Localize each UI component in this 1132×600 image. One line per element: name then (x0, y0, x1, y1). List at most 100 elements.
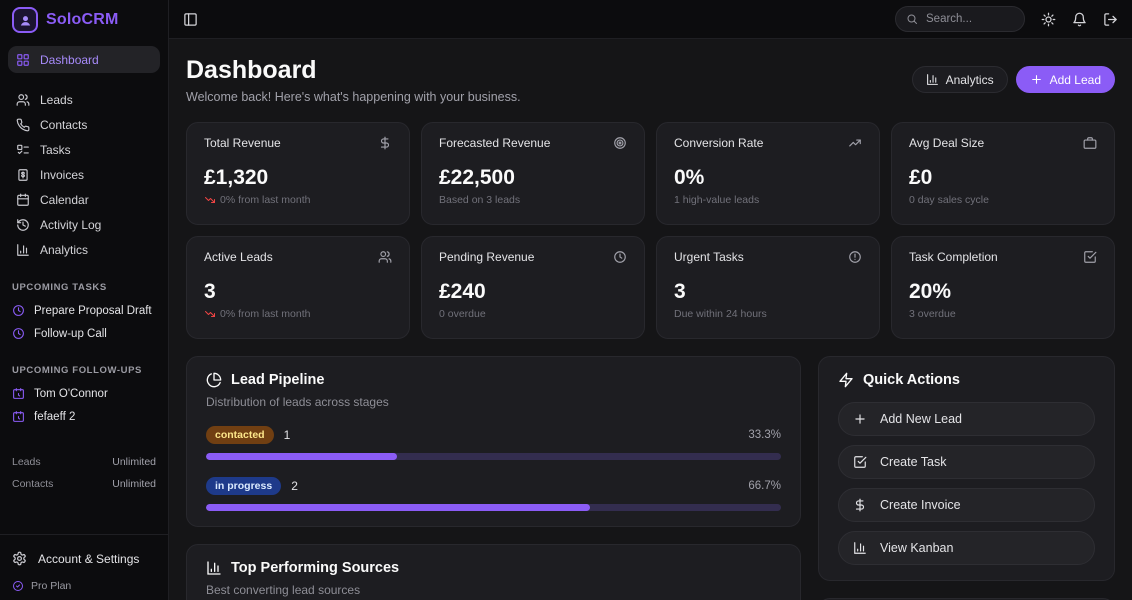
pipeline-title: Lead Pipeline (231, 372, 324, 388)
topbar (169, 0, 1132, 39)
progress-fill (206, 504, 590, 511)
followup-item[interactable]: fefaeff 2 (12, 405, 156, 428)
notifications-bell-icon[interactable] (1072, 12, 1087, 27)
stage-count: 1 (284, 428, 291, 442)
stat-card-total-revenue: Total Revenue £1,320 0% from last month (186, 122, 410, 225)
logout-icon[interactable] (1103, 12, 1118, 27)
sidebar-item-label: Tasks (40, 143, 71, 157)
quick-actions-title: Quick Actions (863, 372, 960, 388)
sidebar-item-label: Contacts (40, 118, 87, 132)
briefcase-icon (1083, 136, 1097, 150)
stat-subtext: 3 overdue (909, 308, 956, 320)
stat-subtext: 1 high-value leads (674, 194, 759, 206)
plus-icon (853, 412, 867, 426)
stat-card-pending-revenue: Pending Revenue £240 0 overdue (421, 236, 645, 339)
progress-bar (206, 504, 781, 511)
add-new-lead-button[interactable]: Add New Lead (838, 402, 1095, 436)
sources-subtitle: Best converting lead sources (206, 583, 781, 597)
sidebar-item-label: Analytics (40, 243, 88, 257)
quick-actions-panel: Quick Actions Add New Lead Create Task (818, 356, 1115, 581)
stat-value: 3 (674, 280, 862, 304)
bar-chart-icon (853, 541, 867, 555)
brand[interactable]: SoloCRM (0, 0, 168, 40)
usage-row-contacts: Contacts Unlimited (12, 474, 156, 496)
account-settings-link[interactable]: Account & Settings (12, 545, 156, 580)
search-input[interactable] (926, 13, 1016, 25)
invoice-icon (16, 168, 30, 182)
stat-title: Urgent Tasks (674, 250, 744, 264)
account-settings-label: Account & Settings (38, 552, 139, 566)
progress-fill (206, 453, 397, 460)
stat-cards: Total Revenue £1,320 0% from last month … (186, 122, 1115, 339)
create-task-button[interactable]: Create Task (838, 445, 1095, 479)
pie-chart-icon (206, 372, 222, 388)
clock-icon (12, 304, 25, 317)
upcoming-task-item[interactable]: Prepare Proposal Draft (12, 299, 156, 322)
clock-icon (613, 250, 627, 264)
clock-icon (12, 327, 25, 340)
trending-down-icon (204, 194, 216, 206)
sidebar-item-tasks[interactable]: Tasks (8, 137, 160, 162)
brand-name: SoloCRM (46, 11, 119, 29)
theme-toggle-sun-icon[interactable] (1041, 12, 1056, 27)
stat-value: £22,500 (439, 166, 627, 190)
analytics-button[interactable]: Analytics (912, 66, 1008, 93)
dashboard-content: Dashboard Welcome back! Here's what's ha… (169, 39, 1132, 600)
sidebar-item-activity-log[interactable]: Activity Log (8, 212, 160, 237)
bar-chart-icon (206, 560, 222, 576)
page-header: Dashboard Welcome back! Here's what's ha… (186, 56, 1115, 104)
check-square-icon (1083, 250, 1097, 264)
sidebar-item-dashboard[interactable]: Dashboard (8, 46, 160, 73)
stat-title: Total Revenue (204, 136, 281, 150)
upcoming-task-item[interactable]: Follow-up Call (12, 322, 156, 345)
sidebar-item-analytics[interactable]: Analytics (8, 237, 160, 262)
trending-up-icon (848, 136, 862, 150)
stat-card-active-leads: Active Leads 3 0% from last month (186, 236, 410, 339)
bar-chart-icon (16, 243, 30, 257)
create-invoice-button[interactable]: Create Invoice (838, 488, 1095, 522)
stage-percent: 66.7% (748, 480, 781, 492)
stat-title: Avg Deal Size (909, 136, 984, 150)
plan-label: Pro Plan (31, 580, 71, 592)
usage-label: Contacts (12, 478, 53, 490)
quick-action-label: Create Invoice (880, 498, 961, 512)
sidebar-item-invoices[interactable]: Invoices (8, 162, 160, 187)
calendar-clock-icon (12, 387, 25, 400)
gear-icon (12, 551, 27, 566)
users-icon (16, 93, 30, 107)
sidebar-item-label: Activity Log (40, 218, 101, 232)
progress-bar (206, 453, 781, 460)
stat-value: 0% (674, 166, 862, 190)
sidebar-item-label: Invoices (40, 168, 84, 182)
page-subtitle: Welcome back! Here's what's happening wi… (186, 90, 521, 104)
upcoming-tasks-label: UPCOMING TASKS (12, 282, 156, 293)
usage-row-leads: Leads Unlimited (12, 452, 156, 474)
usage-limits: Leads Unlimited Contacts Unlimited (0, 452, 168, 496)
followup-item[interactable]: Tom O'Connor (12, 382, 156, 405)
page-title: Dashboard (186, 56, 521, 85)
alert-circle-icon (848, 250, 862, 264)
sidebar-toggle-icon[interactable] (183, 12, 198, 27)
stat-subtext: 0% from last month (220, 194, 310, 206)
stat-subtext: Due within 24 hours (674, 308, 767, 320)
stat-card-forecasted-revenue: Forecasted Revenue £22,500 Based on 3 le… (421, 122, 645, 225)
sidebar-item-contacts[interactable]: Contacts (8, 112, 160, 137)
usage-value: Unlimited (112, 456, 156, 468)
upcoming-followups-section: UPCOMING FOLLOW-UPS Tom O'Connor fefaeff… (0, 365, 168, 428)
sidebar-item-calendar[interactable]: Calendar (8, 187, 160, 212)
view-kanban-button[interactable]: View Kanban (838, 531, 1095, 565)
plan-badge[interactable]: Pro Plan (12, 580, 156, 592)
stat-card-avg-deal-size: Avg Deal Size £0 0 day sales cycle (891, 122, 1115, 225)
stat-card-urgent-tasks: Urgent Tasks 3 Due within 24 hours (656, 236, 880, 339)
dashboard-icon (16, 53, 30, 67)
add-lead-button[interactable]: Add Lead (1016, 66, 1115, 93)
stage-badge: contacted (206, 426, 274, 444)
followup-label: fefaeff 2 (34, 411, 75, 423)
sidebar-item-leads[interactable]: Leads (8, 87, 160, 112)
stat-title: Conversion Rate (674, 136, 763, 150)
stat-subtext: 0% from last month (220, 308, 310, 320)
quick-action-label: Add New Lead (880, 412, 962, 426)
main-area: Dashboard Welcome back! Here's what's ha… (169, 0, 1132, 600)
search-box[interactable] (895, 6, 1025, 32)
stat-title: Task Completion (909, 250, 998, 264)
